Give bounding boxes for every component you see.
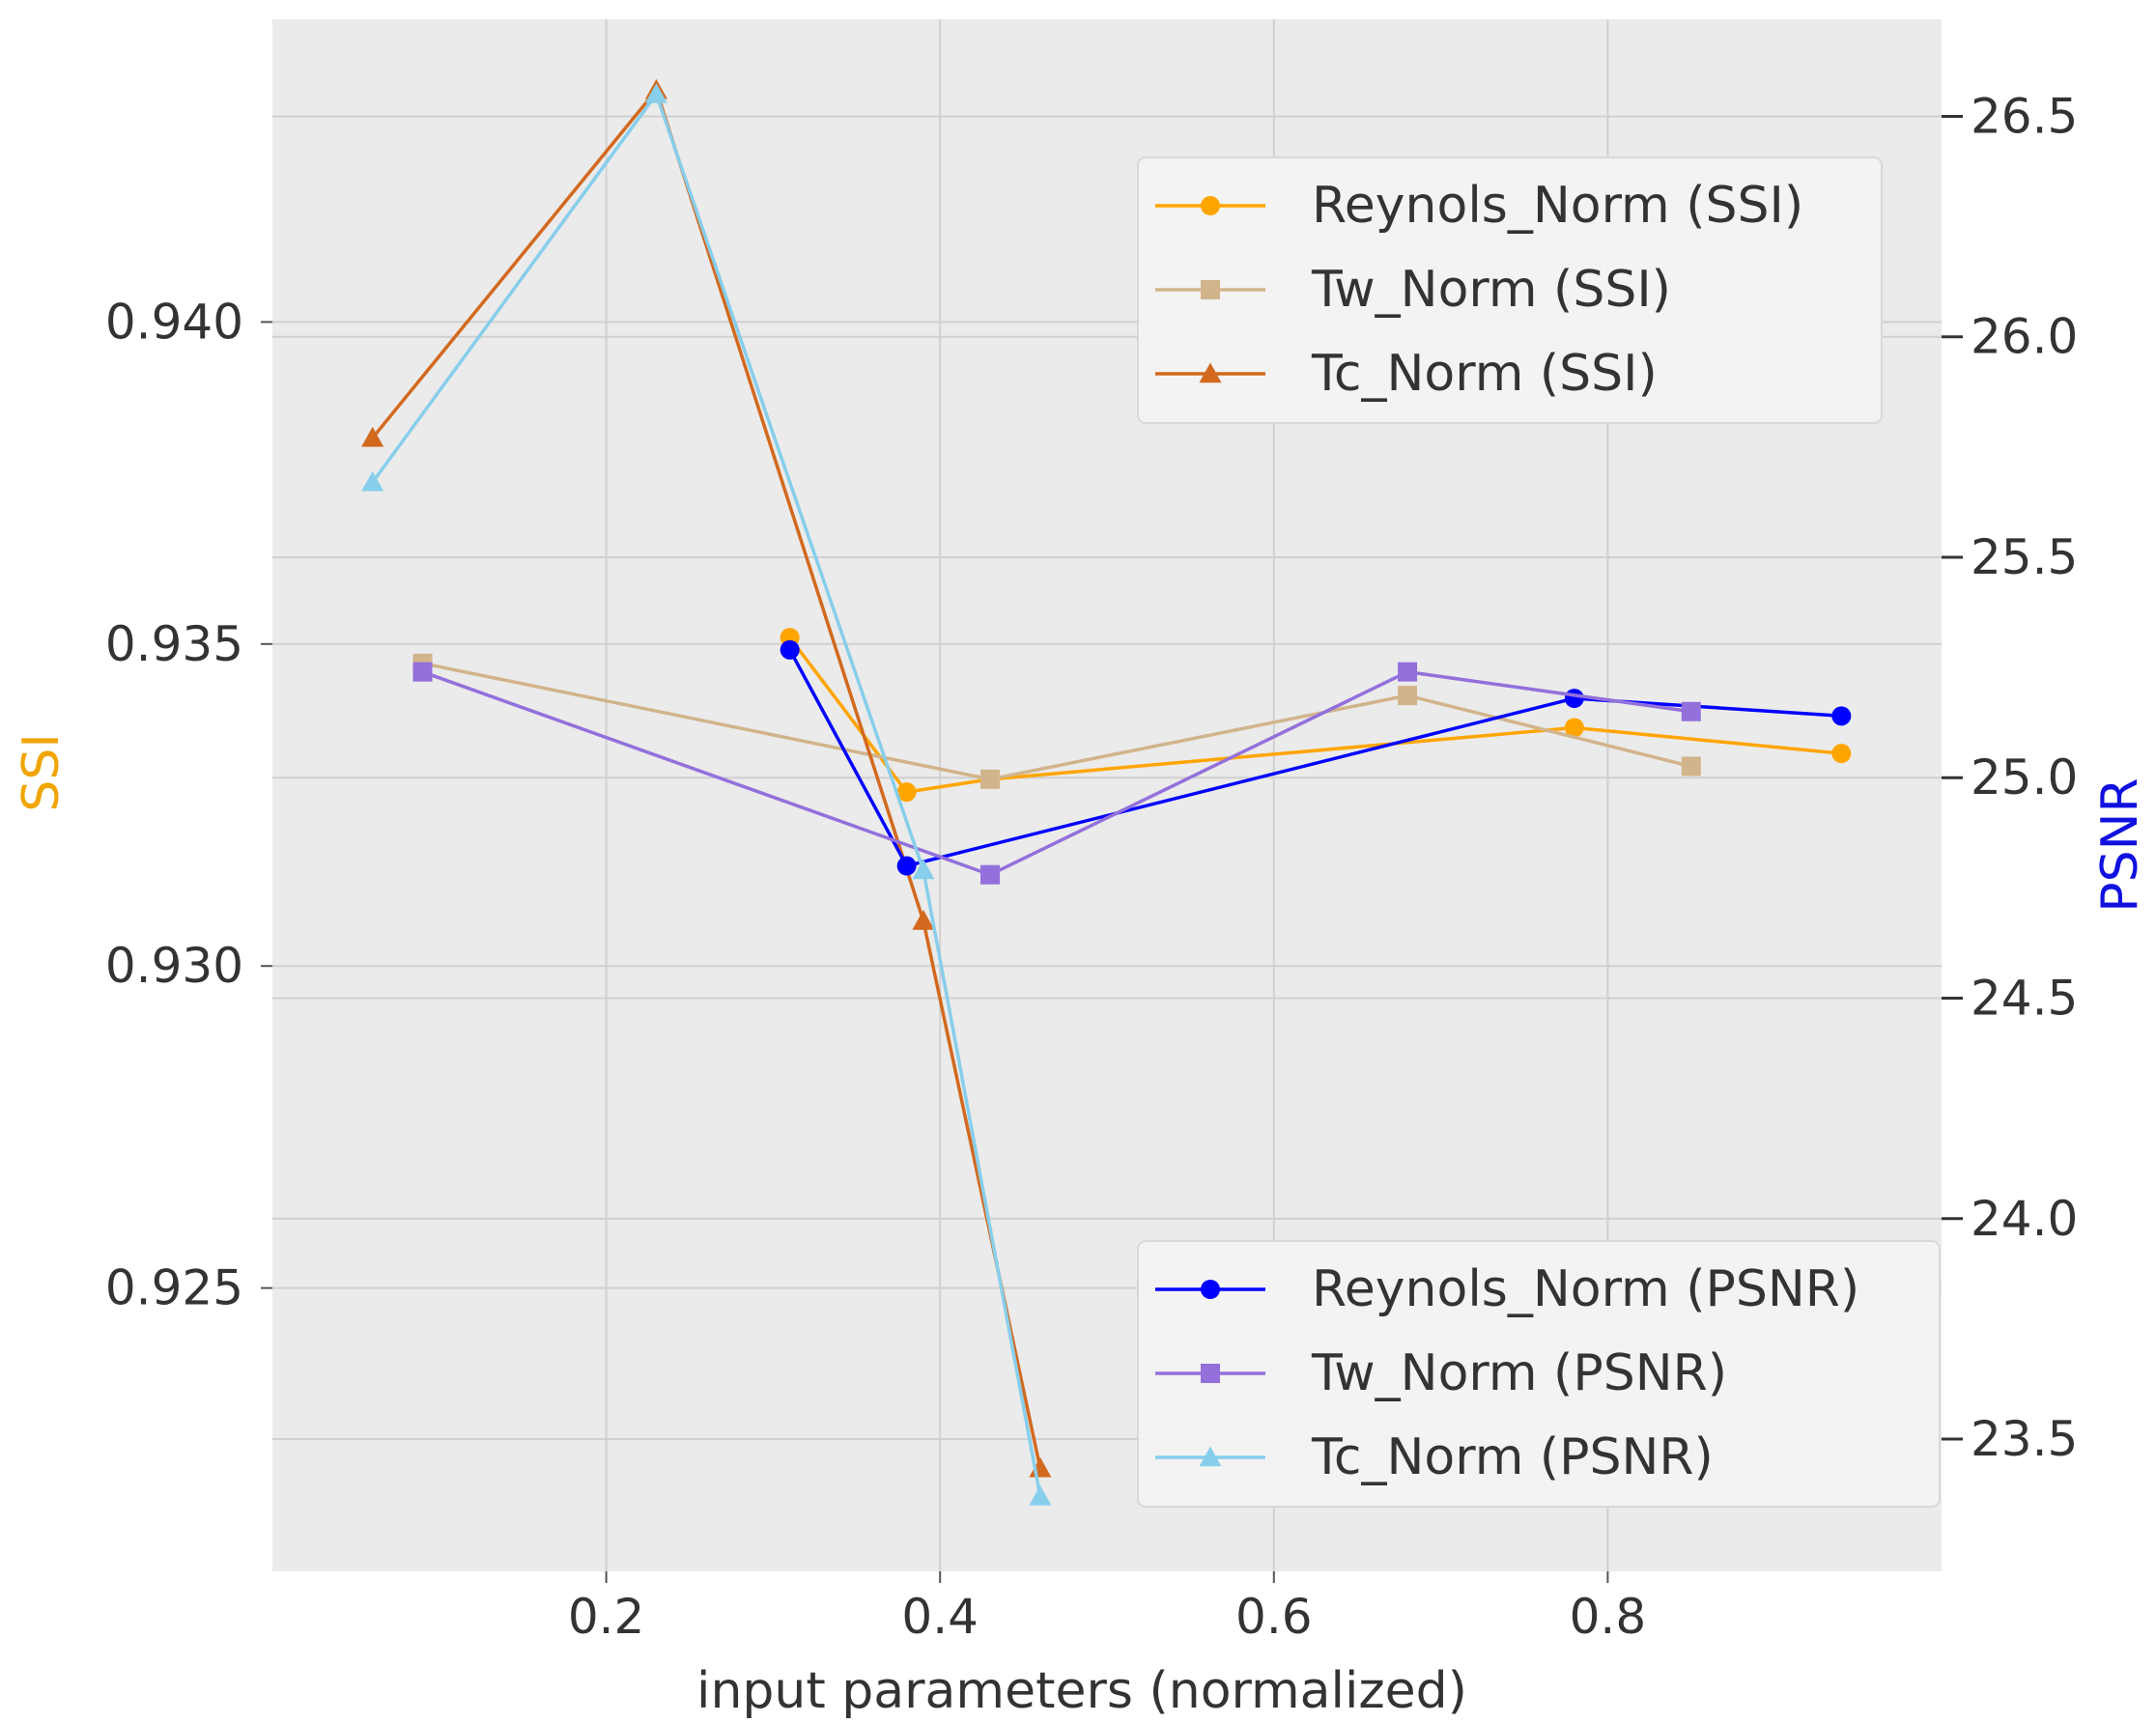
- legend-entry: Tw_Norm (SSI): [1155, 261, 1671, 319]
- data-point: [896, 856, 917, 876]
- data-point: [361, 426, 384, 447]
- data-point: [912, 910, 935, 930]
- legend-marker: [1199, 1446, 1222, 1467]
- axes: 0.2 0.4 0.6 0.8 0.925 0.930 0.935 0.940 23.5 24.0…: [105, 88, 2078, 1645]
- series-tc-norm-psnr: [361, 83, 1052, 1506]
- data-point: [644, 83, 667, 103]
- data-point: [361, 470, 384, 492]
- series-line: [421, 669, 1692, 877]
- y-axis-label-left: SSI: [13, 733, 71, 811]
- data-point: [1564, 689, 1584, 709]
- y-right-tick-label: 23.5: [1971, 1411, 2078, 1467]
- data-point: [1831, 744, 1852, 764]
- data-point: [1564, 718, 1584, 738]
- y-left-tick-label: 0.930: [105, 938, 243, 994]
- legends: Reynols_Norm (SSI) Tw_Norm (SSI) Tc_Norm (…: [1137, 156, 1941, 1508]
- legend-frame: [1137, 1240, 1941, 1508]
- y-left-tick-label: 0.925: [105, 1260, 243, 1316]
- y-right-tick-label: 25.5: [1971, 529, 2078, 585]
- x-tick-label: 0.8: [1570, 1589, 1647, 1645]
- y-right-tick-label: 26.5: [1971, 88, 2078, 144]
- legend-label: Tc_Norm (PSNR): [1311, 1428, 1714, 1486]
- y-right-tick-label: 24.5: [1971, 971, 2078, 1027]
- data-point: [980, 864, 1001, 885]
- series-tw-norm-psnr: [412, 662, 1701, 885]
- legend-label: Tc_Norm (SSI): [1311, 345, 1658, 403]
- legend-entry: Tw_Norm (PSNR): [1155, 1344, 1727, 1402]
- data-point: [1681, 701, 1701, 721]
- legend-marker: [1201, 196, 1220, 215]
- series-tw-norm-ssi: [412, 653, 1701, 789]
- y-right-tick-label: 24.0: [1971, 1191, 2078, 1247]
- legend-entry: Reynols_Norm (SSI): [1155, 177, 1803, 235]
- series-line: [422, 662, 1692, 781]
- data-point: [912, 859, 935, 880]
- data-point: [1398, 662, 1418, 682]
- data-point: [1831, 706, 1852, 726]
- legend-marker: [1201, 1364, 1220, 1383]
- legend-marker: [1201, 1280, 1220, 1299]
- data-point: [1398, 686, 1418, 706]
- data-point: [896, 782, 917, 803]
- series-reynols-norm-psnr: [780, 639, 1852, 876]
- series-line: [371, 88, 1042, 1469]
- data-point: [780, 639, 800, 660]
- series-layer: [361, 78, 1852, 1506]
- x-tick-label: 0.4: [901, 1589, 979, 1645]
- series-line: [371, 92, 1042, 1497]
- legend-label: Reynols_Norm (PSNR): [1312, 1260, 1859, 1318]
- data-point: [1029, 1484, 1052, 1506]
- legend-psnr: Reynols_Norm (PSNR) Tw_Norm (PSNR) Tc_Norm…: [1137, 1240, 1941, 1508]
- y-left-tick-label: 0.940: [105, 294, 243, 350]
- legend-entry: Tc_Norm (SSI): [1155, 345, 1658, 403]
- legend-marker: [1199, 362, 1222, 383]
- legend-label: Tw_Norm (SSI): [1311, 261, 1671, 319]
- x-tick-label: 0.6: [1235, 1589, 1313, 1645]
- data-point: [412, 662, 433, 682]
- y-axis-label-right: PSNR: [2091, 777, 2149, 912]
- y-left-tick-label: 0.935: [105, 616, 243, 672]
- legend-label: Tw_Norm (PSNR): [1311, 1344, 1727, 1402]
- series-line: [788, 649, 1842, 868]
- legend-entry: Tc_Norm (PSNR): [1155, 1428, 1714, 1486]
- data-point: [980, 769, 1001, 789]
- x-axis-label: input parameters (normalized): [696, 1662, 1467, 1720]
- legend-entry: Reynols_Norm (PSNR): [1155, 1260, 1859, 1318]
- legend-frame: [1137, 156, 1883, 424]
- y-right-tick-label: 26.0: [1971, 309, 2078, 365]
- data-point: [1681, 756, 1701, 777]
- legend-label: Reynols_Norm (SSI): [1312, 177, 1803, 235]
- y-right-tick-label: 25.0: [1971, 749, 2078, 805]
- legend-marker: [1201, 280, 1220, 299]
- legend-ssi: Reynols_Norm (SSI) Tw_Norm (SSI) Tc_Norm (…: [1137, 156, 1883, 424]
- x-tick-label: 0.2: [568, 1589, 645, 1645]
